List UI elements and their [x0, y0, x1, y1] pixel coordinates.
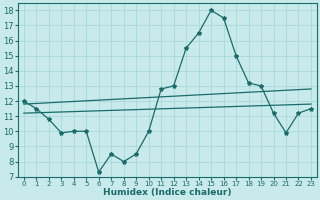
X-axis label: Humidex (Indice chaleur): Humidex (Indice chaleur) — [103, 188, 232, 197]
